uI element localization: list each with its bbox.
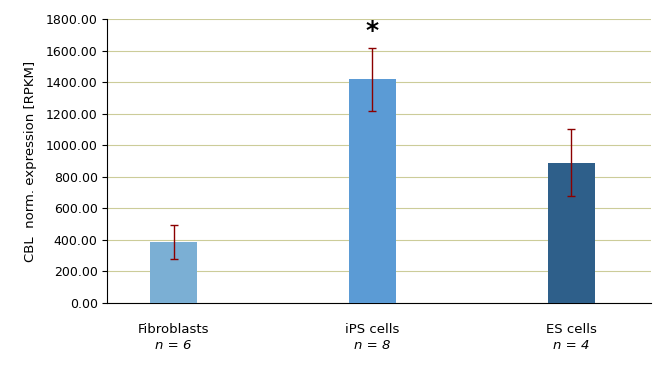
Text: n = 4: n = 4 (553, 339, 590, 352)
Text: ES cells: ES cells (546, 323, 597, 336)
Text: iPS cells: iPS cells (346, 323, 400, 336)
Text: Fibroblasts: Fibroblasts (138, 323, 209, 336)
Bar (350, 79, 396, 303)
Bar (150, 242, 197, 303)
Bar (548, 163, 595, 303)
Text: *: * (366, 19, 379, 43)
Y-axis label: CBL  norm. expression [RPKM]: CBL norm. expression [RPKM] (24, 61, 38, 262)
Text: n = 8: n = 8 (354, 339, 391, 352)
Text: n = 6: n = 6 (156, 339, 192, 352)
